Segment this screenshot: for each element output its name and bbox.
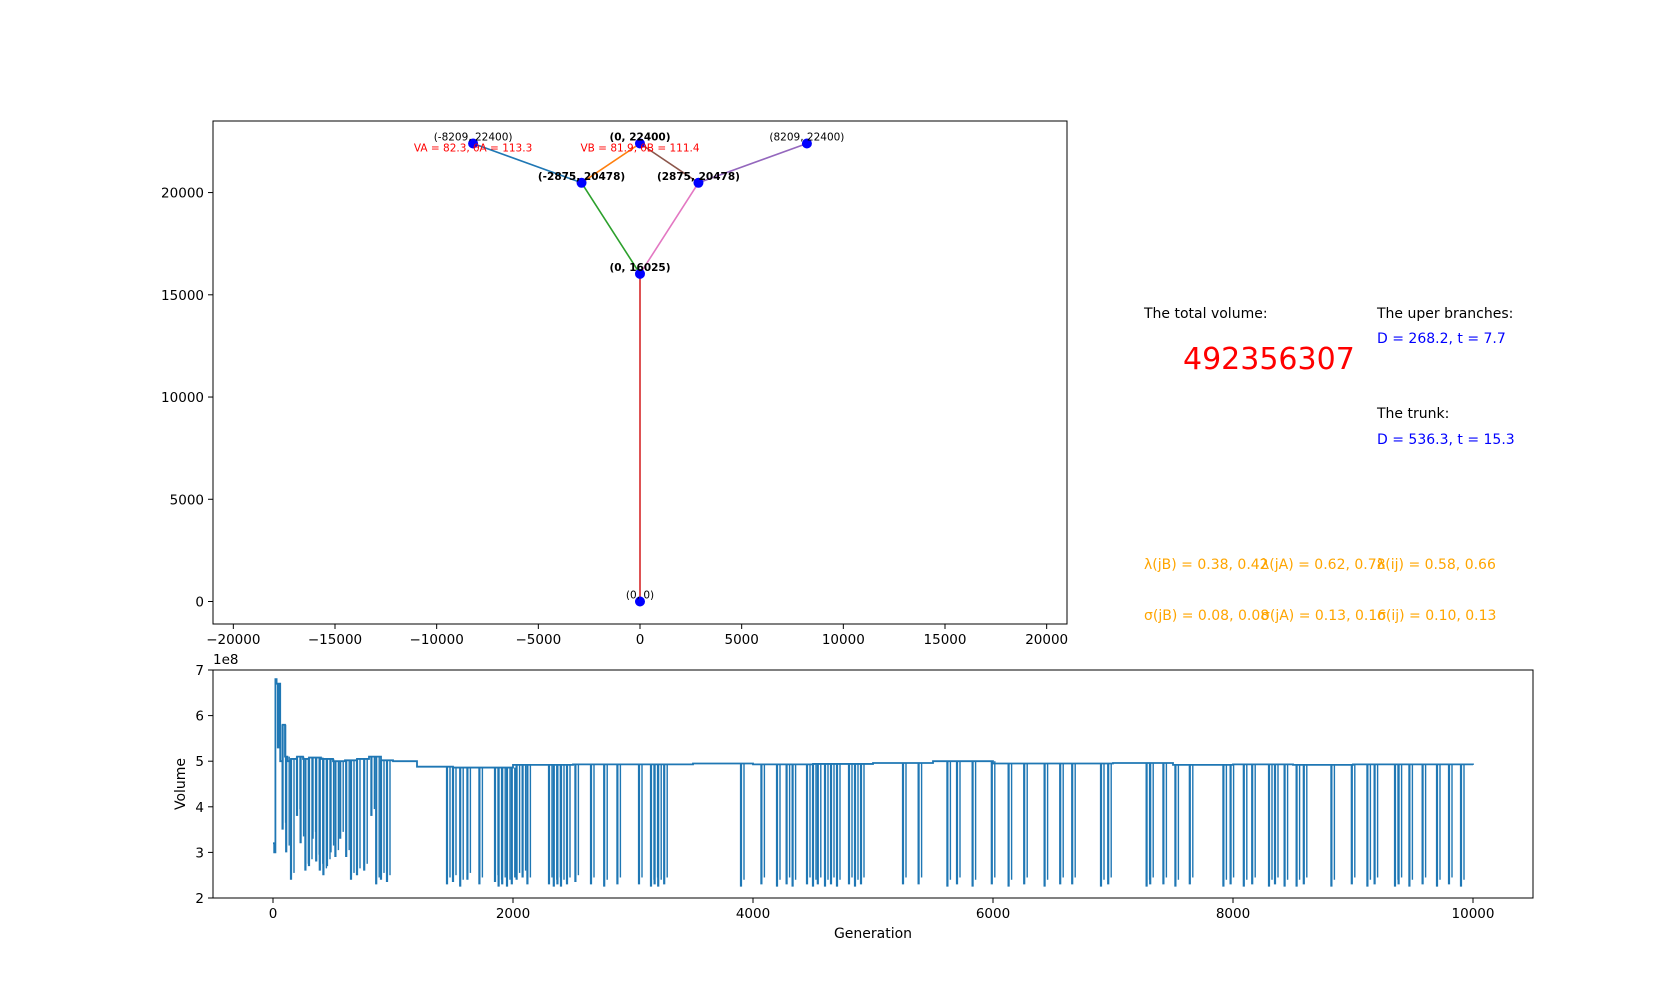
- angle-annotation: VB = 81.9, θB = 111.4: [580, 142, 699, 154]
- tree-node: [693, 177, 704, 188]
- lambda-ja-text: λ(jA) = 0.62, 0.78: [1261, 557, 1386, 573]
- angle-annotation: VA = 82.3, θA = 113.3: [414, 142, 532, 154]
- tree-node: [468, 138, 479, 149]
- tree-node: [576, 177, 587, 188]
- node-label: (8209, 22400): [769, 131, 844, 143]
- y-tick-label: 4: [195, 800, 204, 816]
- y-tick-label: 10000: [161, 390, 204, 406]
- volume-generation-plot: 0 2000 4000 6000 8000 10000 2 3 4 5 6 7 1e8 Generatio…: [173, 652, 1534, 942]
- y-tick-label: 5000: [170, 492, 204, 508]
- x-tick-label: −20000: [206, 632, 260, 648]
- tree-node: [635, 138, 645, 149]
- tree-edge: [580, 182, 641, 275]
- x-tick-label: 8000: [1216, 906, 1250, 922]
- x-tick-label: 2000: [496, 906, 530, 922]
- node-label: (0, 22400): [609, 131, 670, 143]
- y-tick-label: 0: [195, 595, 204, 611]
- x-tick-label: 15000: [924, 632, 967, 648]
- y-tick-label: 6: [195, 709, 204, 725]
- tree-edge: [472, 142, 582, 184]
- upper-branches-value: D = 268.2, t = 7.7: [1377, 331, 1506, 347]
- x-tick-label: 20000: [1025, 632, 1068, 648]
- lambda-ij-text: λ(ij) = 0.58, 0.66: [1377, 557, 1496, 573]
- trunk-label: The trunk:: [1377, 406, 1450, 422]
- y-axis-label: Volume: [173, 758, 189, 810]
- y-tick-label: 20000: [161, 186, 204, 202]
- y-tick-label: 7: [195, 663, 204, 679]
- x-tick-label: 4000: [736, 906, 770, 922]
- volume-line: [273, 678, 1474, 854]
- y-tick-label: 3: [195, 845, 204, 861]
- y-tick-label: 2: [195, 891, 204, 907]
- tree-edge: [639, 182, 700, 275]
- trunk-value: D = 536.3, t = 15.3: [1377, 432, 1515, 448]
- x-tick-label: −5000: [515, 632, 561, 648]
- node-label: (-2875, 20478): [538, 171, 625, 183]
- tree-edge: [698, 142, 808, 184]
- tree-edge: [581, 142, 641, 184]
- x-tick-label: 0: [269, 906, 278, 922]
- y-scale-multiplier: 1e8: [213, 652, 238, 668]
- node-label: (2875, 20478): [657, 171, 740, 183]
- tree-node: [635, 596, 645, 607]
- upper-branches-label: The uper branches:: [1377, 306, 1514, 322]
- tree-node: [801, 138, 812, 149]
- x-tick-label: 0: [636, 632, 645, 648]
- tree-node: [635, 268, 645, 279]
- lambda-jb-text: λ(jB) = 0.38, 0.42: [1144, 557, 1269, 573]
- tree-network-plot: (0, 0) (0, 16025) (-2875, 20478) (2875, 204…: [161, 120, 1068, 648]
- plot-frame: [212, 669, 1534, 899]
- total-volume-value: 492356307: [1183, 342, 1355, 377]
- sigma-jb-text: σ(jB) = 0.08, 0.08: [1144, 608, 1270, 624]
- x-tick-label: −15000: [308, 632, 362, 648]
- y-tick-label: 15000: [161, 288, 204, 304]
- tree-edge: [639, 142, 699, 184]
- x-tick-label: 10000: [1452, 906, 1495, 922]
- x-axis-label: Generation: [834, 926, 912, 942]
- y-tick-label: 5: [195, 754, 204, 770]
- node-label: (0, 16025): [609, 262, 670, 274]
- node-label: (-8209, 22400): [434, 131, 513, 143]
- x-tick-label: 6000: [976, 906, 1010, 922]
- sigma-ij-text: σ(ij) = 0.10, 0.13: [1377, 608, 1497, 624]
- sigma-ja-text: σ(jA) = 0.13, 0.16: [1261, 608, 1387, 624]
- total-volume-label: The total volume:: [1144, 306, 1268, 322]
- x-tick-label: 5000: [724, 632, 758, 648]
- node-label: (0, 0): [626, 590, 654, 602]
- x-tick-label: 10000: [822, 632, 865, 648]
- x-tick-label: −10000: [410, 632, 464, 648]
